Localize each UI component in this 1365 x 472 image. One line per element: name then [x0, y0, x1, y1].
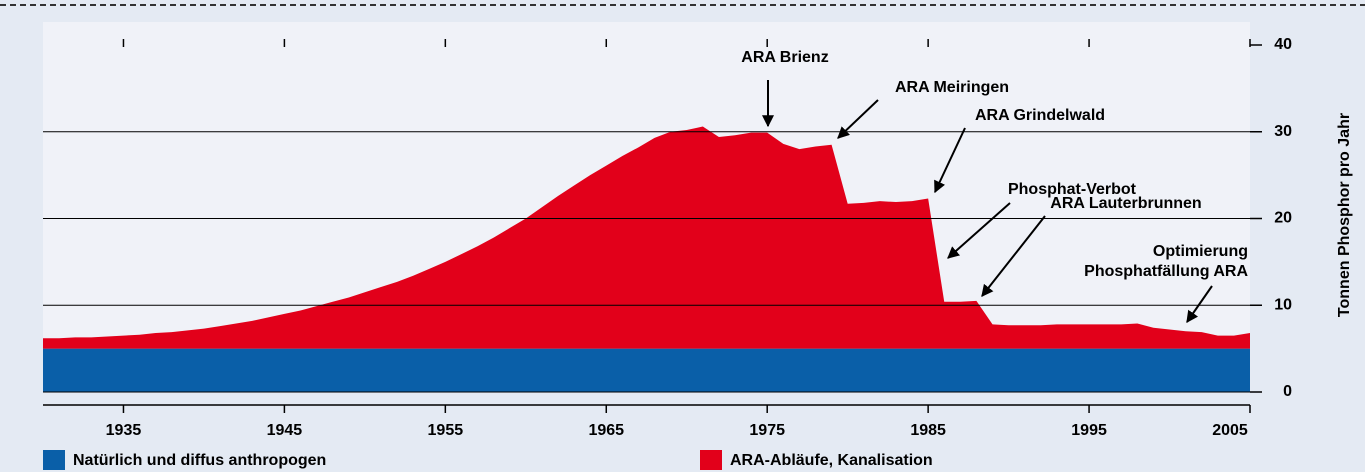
- x-tick-label: 1955: [428, 422, 464, 439]
- annotation: Optimierung: [1153, 243, 1248, 260]
- x-tick-label: 1975: [749, 422, 785, 439]
- x-tick-label: 1935: [106, 422, 142, 439]
- annotation: Phosphatfällung ARA: [1084, 263, 1248, 280]
- x-tick-label: 1995: [1071, 422, 1107, 439]
- x-tick-label: 1965: [588, 422, 624, 439]
- legend-label: ARA-Abläufe, Kanalisation: [730, 452, 933, 469]
- legend-swatch: [43, 450, 65, 470]
- x-tick-label: 1985: [910, 422, 946, 439]
- y-tick-label: 30: [1274, 123, 1292, 140]
- annotation: ARA Grindelwald: [975, 107, 1105, 124]
- y-tick-label: 0: [1283, 383, 1292, 400]
- annotation-arrow: [837, 99, 879, 139]
- annotation: ARA Brienz: [741, 49, 828, 66]
- annotation-arrow: [934, 127, 966, 194]
- annotation: ARA Meiringen: [895, 79, 1009, 96]
- y-axis-label: Tonnen Phosphor pro Jahr: [1336, 113, 1353, 317]
- legend-swatch: [700, 450, 722, 470]
- annotation: ARA Lauterbrunnen: [1050, 195, 1201, 212]
- y-tick-label: 40: [1274, 36, 1292, 53]
- annotation-arrow: [947, 202, 1011, 259]
- annotation-arrow: [1186, 285, 1213, 323]
- area: [43, 126, 1250, 349]
- y-tick-label: 20: [1274, 210, 1292, 227]
- y-tick-label: 10: [1274, 296, 1292, 313]
- annotation-arrow: [981, 215, 1046, 297]
- area: [43, 348, 1250, 392]
- annotation: Phosphat-Verbot: [1008, 181, 1137, 198]
- x-tick-label: 1945: [267, 422, 303, 439]
- legend-label: Natürlich und diffus anthropogen: [73, 452, 326, 469]
- x-tick-label: 2005: [1212, 422, 1248, 439]
